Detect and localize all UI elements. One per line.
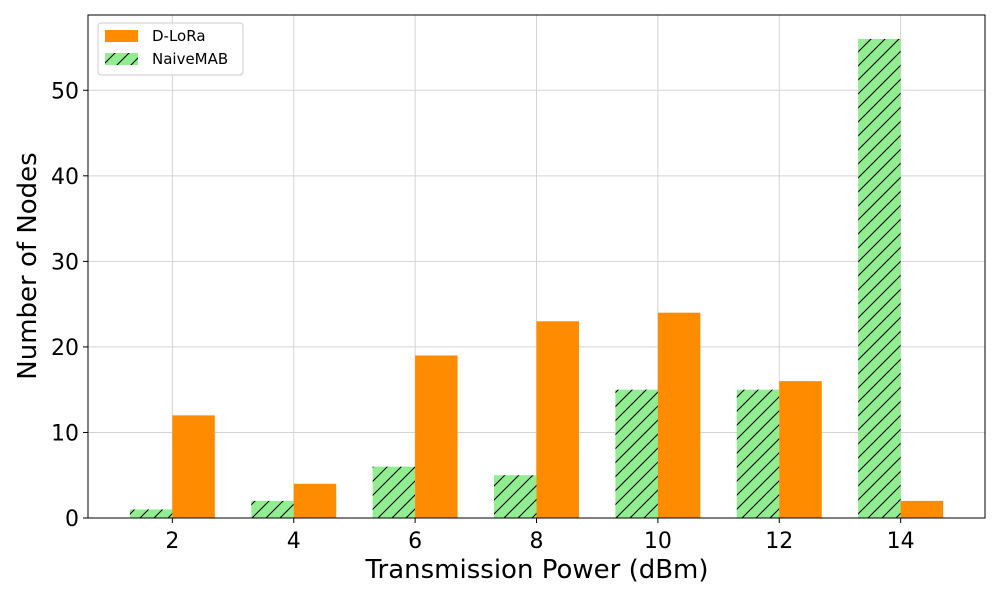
bars — [129, 38, 944, 518]
x-axis-title: Transmission Power (dBm) — [364, 555, 708, 585]
y-tick-label: 50 — [51, 79, 79, 104]
bar-d-lora — [536, 321, 579, 518]
bar-d-lora — [779, 381, 822, 518]
x-tick-label: 12 — [765, 529, 793, 554]
x-tick-label: 14 — [887, 529, 915, 554]
bar-d-lora — [293, 483, 337, 518]
bar-d-lora — [657, 312, 701, 518]
y-tick-label: 30 — [51, 250, 79, 275]
y-tick-label: 10 — [51, 421, 79, 446]
bar-naivemab — [615, 389, 658, 518]
bar-d-lora — [172, 415, 215, 518]
bar-naivemab — [251, 500, 294, 518]
x-tick-label: 6 — [408, 529, 422, 554]
bar-d-lora — [415, 355, 458, 518]
x-tick-label: 10 — [644, 529, 672, 554]
x-tick-label: 4 — [287, 529, 301, 554]
bar-naivemab — [494, 475, 537, 518]
bar-naivemab — [129, 509, 173, 518]
bar-d-lora — [900, 500, 944, 518]
axis-ticks: 0 10 20 30 40 50 2 4 6 8 10 12 14 — [51, 79, 915, 554]
legend-swatch-naivemab — [105, 53, 138, 65]
bar-naivemab — [736, 389, 780, 518]
x-tick-label: 2 — [165, 529, 179, 554]
y-tick-label: 20 — [51, 336, 79, 361]
y-axis-title: Number of Nodes — [13, 152, 43, 379]
legend-swatch-d-lora — [105, 30, 138, 42]
y-tick-label: 40 — [51, 165, 79, 190]
legend-label-naivemab: NaiveMAB — [152, 50, 228, 68]
bar-naivemab — [372, 466, 416, 518]
y-tick-label: 0 — [65, 507, 79, 532]
x-tick-label: 8 — [530, 529, 544, 554]
legend: D-LoRa NaiveMAB — [97, 22, 244, 76]
legend-label-d-lora: D-LoRa — [152, 27, 206, 45]
bar-naivemab — [858, 38, 901, 518]
